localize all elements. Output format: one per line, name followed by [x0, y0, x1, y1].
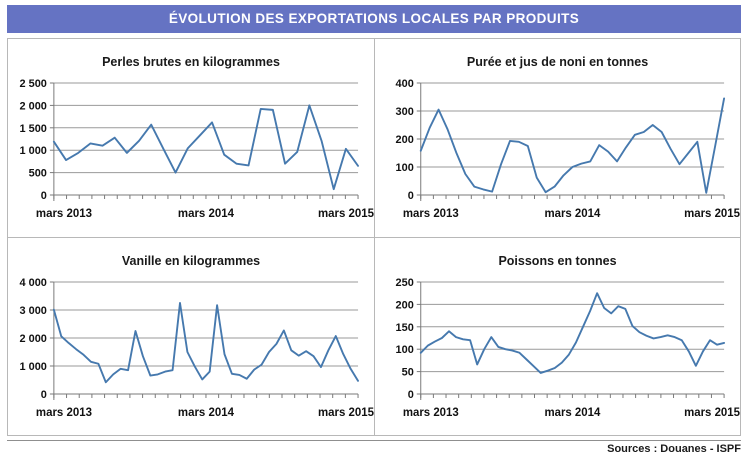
y-tick-label: 300: [396, 106, 414, 118]
series-line-perles-brutes: [52, 104, 359, 191]
line-chart-puree-jus-noni: 0 100 200 300 400 mars 2013 mars 2014 mars 2015: [396, 78, 740, 220]
y-tick-label: 150: [396, 322, 414, 334]
figure-header-banner: ÉVOLUTION DES EXPORTATIONS LOCALES PAR P…: [7, 5, 741, 33]
y-tick-label: 0: [408, 190, 414, 202]
x-tick-label: mars 2013: [36, 407, 92, 419]
x-tick-label: mars 2014: [178, 208, 235, 220]
chart-panel-perles-brutes: Perles brutes en kilogrammes 0 500 1 000 1 …: [8, 39, 374, 237]
x-tick-label: mars 2013: [403, 407, 459, 419]
plot-area-perles-brutes: 0 500 1 000 1 500 2 000 2 500 mars 2013 mars 20…: [8, 73, 374, 233]
chart-title-perles-brutes: Perles brutes en kilogrammes: [102, 55, 280, 69]
figure-title: ÉVOLUTION DES EXPORTATIONS LOCALES PAR P…: [168, 11, 580, 27]
y-tick-label: 0: [408, 389, 414, 401]
chart-title-puree-jus-noni: Purée et jus de noni en tonnes: [466, 55, 649, 69]
series-line-vanille: [52, 302, 359, 384]
chart-panel-poissons: Poissons en tonnes 0 50 100 150 200 250 mars 2…: [374, 237, 740, 435]
y-tick-label: 0: [41, 389, 47, 401]
series-line-poissons: [419, 292, 726, 374]
y-tick-label: 2 500: [19, 78, 46, 90]
x-tick-label: mars 2015: [684, 407, 740, 419]
y-tick-label: 1 500: [19, 123, 46, 135]
y-tick-label: 2 000: [19, 333, 46, 345]
y-tick-label: 4 000: [19, 277, 46, 289]
y-tick-label: 100: [396, 162, 414, 174]
plot-area-vanille: 0 1 000 2 000 3 000 4 000 mars 2013 mars 2014 m…: [8, 272, 374, 432]
plot-area-puree-jus-noni: 0 100 200 300 400 mars 2013 mars 2014 mars 2015: [375, 73, 740, 233]
charts-grid: Perles brutes en kilogrammes 0 500 1 000 1 …: [7, 38, 741, 436]
line-chart-perles-brutes: 0 500 1 000 1 500 2 000 2 500 mars 2013 mars 20…: [19, 78, 374, 220]
x-tick-label: mars 2015: [318, 208, 374, 220]
y-tick-label: 500: [29, 168, 47, 180]
y-tick-label: 250: [396, 277, 414, 289]
line-chart-vanille: 0 1 000 2 000 3 000 4 000 mars 2013 mars 2014 m…: [19, 277, 374, 419]
footer-divider: [7, 440, 741, 441]
plot-area-poissons: 0 50 100 150 200 250 mars 2013 mars 2014 mars 20…: [375, 272, 740, 432]
y-tick-label: 400: [396, 78, 414, 90]
y-tick-label: 1 000: [19, 361, 46, 373]
chart-panel-puree-jus-noni: Purée et jus de noni en tonnes 0 100 200 30…: [374, 39, 740, 237]
series-line-puree-jus-noni: [419, 97, 726, 194]
y-tick-label: 1 000: [19, 145, 46, 157]
chart-title-vanille: Vanille en kilogrammes: [121, 254, 261, 268]
y-tick-label: 3 000: [19, 305, 46, 317]
y-tick-label: 100: [396, 344, 414, 356]
x-tick-label: mars 2013: [36, 208, 92, 220]
y-tick-label: 2 000: [19, 100, 46, 112]
chart-panel-vanille: Vanille en kilogrammes 0 1 000 2 000 3 000 4…: [8, 237, 374, 435]
y-tick-label: 200: [396, 134, 414, 146]
x-tick-label: mars 2014: [178, 407, 235, 419]
y-tick-label: 200: [396, 299, 414, 311]
x-tick-label: mars 2013: [403, 208, 459, 220]
source-note: Sources : Douanes - ISPF: [607, 443, 741, 455]
y-tick-label: 0: [41, 190, 47, 202]
x-tick-label: mars 2014: [544, 407, 601, 419]
chart-title-poissons: Poissons en tonnes: [498, 254, 617, 268]
x-tick-label: mars 2015: [318, 407, 374, 419]
y-tick-label: 50: [402, 367, 414, 379]
x-tick-label: mars 2015: [684, 208, 740, 220]
x-tick-label: mars 2014: [544, 208, 601, 220]
line-chart-poissons: 0 50 100 150 200 250 mars 2013 mars 2014 mars 20…: [396, 277, 740, 419]
